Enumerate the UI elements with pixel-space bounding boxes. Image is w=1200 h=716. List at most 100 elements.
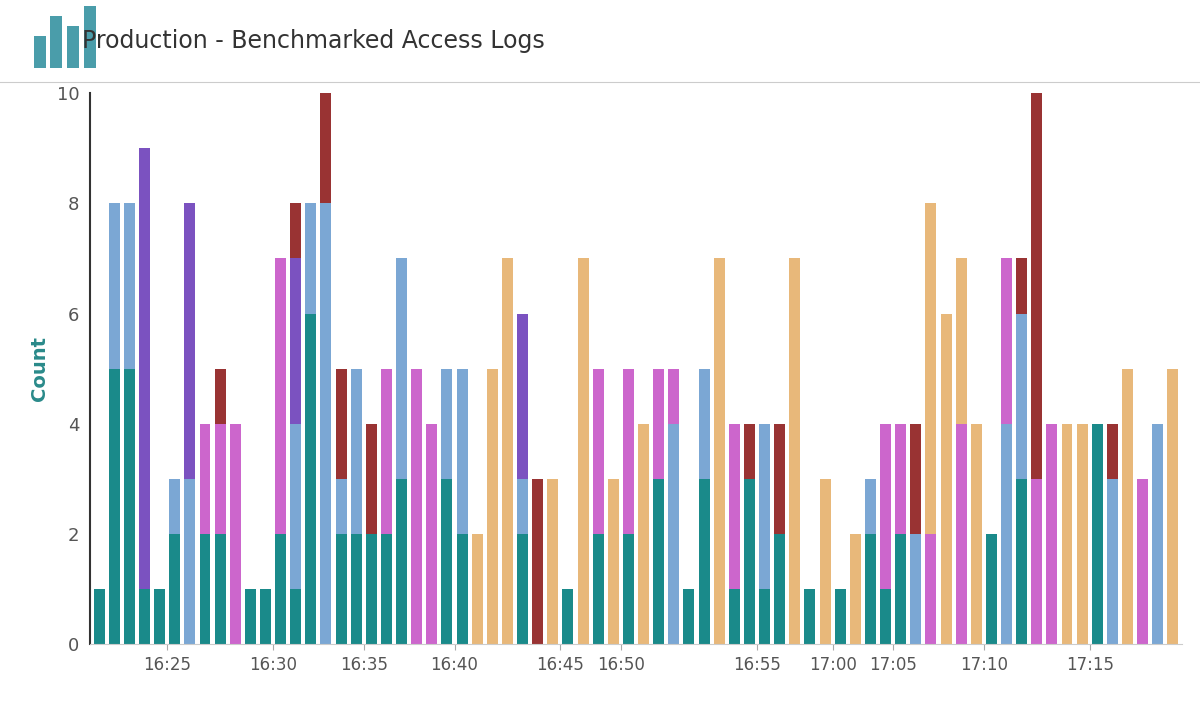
Bar xyxy=(668,424,679,644)
Bar xyxy=(941,314,952,644)
Bar xyxy=(169,534,180,644)
Bar xyxy=(290,203,301,258)
Bar xyxy=(563,589,574,644)
Bar xyxy=(290,589,301,644)
Bar xyxy=(290,258,301,424)
Bar xyxy=(638,424,649,644)
Bar xyxy=(1062,424,1073,644)
Bar xyxy=(336,479,347,534)
Y-axis label: Count: Count xyxy=(30,337,49,401)
Bar xyxy=(380,534,392,644)
Bar xyxy=(260,589,271,644)
Bar xyxy=(1046,424,1057,644)
Bar xyxy=(199,534,210,644)
Bar xyxy=(290,424,301,589)
Bar xyxy=(925,203,936,534)
Bar xyxy=(275,534,286,644)
Bar xyxy=(457,369,468,534)
Bar xyxy=(911,534,922,644)
Bar xyxy=(547,479,558,644)
Bar xyxy=(593,534,604,644)
Bar xyxy=(895,424,906,534)
Bar xyxy=(502,258,512,644)
Bar xyxy=(804,589,815,644)
Bar xyxy=(880,424,892,589)
Bar xyxy=(760,589,770,644)
Bar xyxy=(517,314,528,479)
Bar xyxy=(790,258,800,644)
Bar xyxy=(245,589,256,644)
Bar xyxy=(305,203,317,314)
Bar xyxy=(1138,479,1148,644)
Bar xyxy=(955,258,967,424)
Bar xyxy=(1001,424,1012,644)
Bar xyxy=(366,534,377,644)
Bar xyxy=(698,369,709,479)
Bar xyxy=(215,369,226,424)
Bar xyxy=(1016,479,1027,644)
Bar xyxy=(1016,258,1027,314)
Bar xyxy=(608,479,619,644)
Bar xyxy=(396,479,407,644)
Bar xyxy=(320,203,331,644)
Bar xyxy=(50,16,62,67)
Bar xyxy=(593,369,604,534)
Bar xyxy=(744,479,755,644)
Bar xyxy=(109,369,120,644)
Text: Production - Benchmarked Access Logs: Production - Benchmarked Access Logs xyxy=(82,29,545,53)
Bar xyxy=(1168,369,1178,644)
Bar xyxy=(895,534,906,644)
Bar xyxy=(442,369,452,479)
Bar xyxy=(380,369,392,534)
Bar xyxy=(623,534,634,644)
Bar xyxy=(986,534,997,644)
Bar xyxy=(911,424,922,534)
Bar xyxy=(925,534,936,644)
Bar xyxy=(698,479,709,644)
Bar xyxy=(668,369,679,424)
Bar xyxy=(336,369,347,479)
Bar xyxy=(623,369,634,534)
Bar xyxy=(760,424,770,589)
Bar xyxy=(487,369,498,644)
Bar xyxy=(275,258,286,534)
Bar xyxy=(684,589,695,644)
Bar xyxy=(1152,424,1163,644)
Bar xyxy=(517,534,528,644)
Bar xyxy=(169,479,180,534)
Bar xyxy=(774,534,785,644)
Bar xyxy=(67,26,79,67)
Bar xyxy=(1016,314,1027,479)
Bar xyxy=(139,589,150,644)
Bar xyxy=(865,479,876,534)
Bar xyxy=(1106,479,1118,644)
Bar xyxy=(653,479,664,644)
Bar xyxy=(320,93,331,203)
Bar xyxy=(850,534,860,644)
Bar xyxy=(880,589,892,644)
Bar xyxy=(199,424,210,534)
Bar xyxy=(84,6,96,67)
Bar xyxy=(124,369,134,644)
Bar xyxy=(442,479,452,644)
Bar xyxy=(305,314,317,644)
Bar xyxy=(229,424,241,644)
Bar xyxy=(94,589,104,644)
Bar xyxy=(412,369,422,644)
Bar xyxy=(215,424,226,534)
Bar xyxy=(366,424,377,534)
Bar xyxy=(154,589,166,644)
Bar xyxy=(714,258,725,644)
Bar xyxy=(653,369,664,479)
Bar xyxy=(34,37,46,67)
Bar xyxy=(336,534,347,644)
Bar xyxy=(1031,479,1043,644)
Bar xyxy=(426,424,437,644)
Bar xyxy=(139,148,150,589)
Bar xyxy=(350,369,361,534)
Bar xyxy=(971,424,982,644)
Bar xyxy=(1092,424,1103,644)
Bar xyxy=(1076,424,1087,644)
Bar xyxy=(457,534,468,644)
Bar xyxy=(396,258,407,479)
